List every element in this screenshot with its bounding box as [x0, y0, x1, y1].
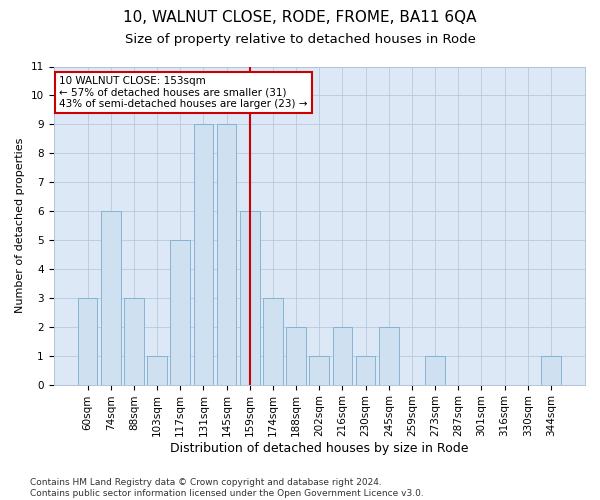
Text: 10 WALNUT CLOSE: 153sqm
← 57% of detached houses are smaller (31)
43% of semi-de: 10 WALNUT CLOSE: 153sqm ← 57% of detache…: [59, 76, 307, 109]
Text: 10, WALNUT CLOSE, RODE, FROME, BA11 6QA: 10, WALNUT CLOSE, RODE, FROME, BA11 6QA: [123, 10, 477, 25]
X-axis label: Distribution of detached houses by size in Rode: Distribution of detached houses by size …: [170, 442, 469, 455]
Text: Contains HM Land Registry data © Crown copyright and database right 2024.
Contai: Contains HM Land Registry data © Crown c…: [30, 478, 424, 498]
Bar: [77, 298, 97, 384]
Bar: [541, 356, 561, 384]
Bar: [194, 124, 213, 384]
Bar: [147, 356, 167, 384]
Bar: [101, 211, 121, 384]
Bar: [286, 327, 306, 384]
Bar: [263, 298, 283, 384]
Bar: [124, 298, 144, 384]
Bar: [170, 240, 190, 384]
Bar: [332, 327, 352, 384]
Y-axis label: Number of detached properties: Number of detached properties: [15, 138, 25, 313]
Text: Size of property relative to detached houses in Rode: Size of property relative to detached ho…: [125, 32, 475, 46]
Bar: [425, 356, 445, 384]
Bar: [240, 211, 260, 384]
Bar: [310, 356, 329, 384]
Bar: [217, 124, 236, 384]
Bar: [356, 356, 376, 384]
Bar: [379, 327, 398, 384]
